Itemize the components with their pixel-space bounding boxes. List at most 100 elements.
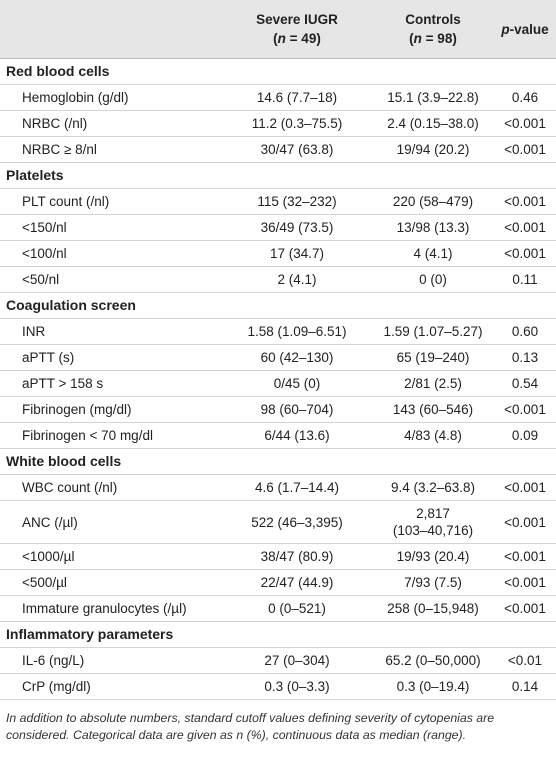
cell: 4/83 (4.8)	[372, 422, 494, 449]
row-label: ANC (/µl)	[0, 500, 222, 544]
cell: 0.46	[494, 84, 556, 111]
cell: <0.001	[494, 136, 556, 163]
cell: 7/93 (7.5)	[372, 569, 494, 596]
cell: 9.4 (3.2–63.8)	[372, 474, 494, 501]
data-row: ANC (/µl) 522 (46–3,395) 2,817 (103–40,716)…	[0, 500, 556, 544]
header-text: n	[413, 31, 422, 46]
section-title: White blood cells	[0, 448, 556, 475]
data-row: CrP (mg/dl) 0.3 (0–3.3) 0.3 (0–19.4) 0.14	[0, 673, 556, 700]
row-label: CrP (mg/dl)	[0, 673, 222, 700]
section-title: Inflammatory parameters	[0, 621, 556, 648]
header-text: -value	[509, 21, 549, 37]
row-label: Fibrinogen (mg/dl)	[0, 396, 222, 423]
data-row: NRBC ≥ 8/nl 30/47 (63.8) 19/94 (20.2) <0.00…	[0, 136, 556, 163]
header-text: = 98)	[421, 31, 457, 46]
cell: <0.001	[494, 110, 556, 137]
header-row: Severe IUGR (n = 49) Controls (n = 98) p-val…	[0, 0, 556, 59]
row-label: <500/µl	[0, 569, 222, 596]
header-text: (	[409, 31, 414, 46]
header-line: p-value	[501, 22, 548, 37]
row-label: aPTT (s)	[0, 344, 222, 371]
header-cell	[0, 0, 222, 59]
header-line: (n = 49)	[273, 31, 321, 46]
header-line: (n = 49)	[226, 29, 368, 48]
cell: 0.11	[494, 266, 556, 293]
cell: 258 (0–15,948)	[372, 595, 494, 622]
row-label: Hemoglobin (g/dl)	[0, 84, 222, 111]
cell: 220 (58–479)	[372, 188, 494, 215]
data-row: Fibrinogen (mg/dl) 98 (60–704) 143 (60–546…	[0, 396, 556, 423]
header-text: n	[277, 31, 286, 46]
row-label: PLT count (/nl)	[0, 188, 222, 215]
row-label: INR	[0, 318, 222, 345]
cell: <0.001	[494, 474, 556, 501]
data-row: aPTT (s) 60 (42–130) 65 (19–240) 0.13	[0, 344, 556, 371]
cell: 522 (46–3,395)	[222, 500, 372, 544]
data-row: <150/nl 36/49 (73.5) 13/98 (13.3) <0.001	[0, 214, 556, 241]
cell: 15.1 (3.9–22.8)	[372, 84, 494, 111]
row-label: <100/nl	[0, 240, 222, 267]
cell: 14.6 (7.7–18)	[222, 84, 372, 111]
row-label: <50/nl	[0, 266, 222, 293]
data-row: aPTT > 158 s 0/45 (0) 2/81 (2.5) 0.54	[0, 370, 556, 397]
data-row: <100/nl 17 (34.7) 4 (4.1) <0.001	[0, 240, 556, 267]
header-cell: Severe IUGR (n = 49)	[222, 0, 372, 59]
cell: 0.13	[494, 344, 556, 371]
data-row: PLT count (/nl) 115 (32–232) 220 (58–479) <…	[0, 188, 556, 215]
row-label: aPTT > 158 s	[0, 370, 222, 397]
section-title: Platelets	[0, 162, 556, 189]
data-row: NRBC (/nl) 11.2 (0.3–75.5) 2.4 (0.15–38.0)…	[0, 110, 556, 137]
cell: 0.60	[494, 318, 556, 345]
cell: 13/98 (13.3)	[372, 214, 494, 241]
data-row: <50/nl 2 (4.1) 0 (0) 0.11	[0, 266, 556, 293]
cell-line: 2,817	[416, 506, 450, 521]
cell: <0.001	[494, 543, 556, 570]
header-cell: Controls (n = 98)	[372, 0, 494, 59]
row-label: Fibrinogen < 70 mg/dl	[0, 422, 222, 449]
cell: 2/81 (2.5)	[372, 370, 494, 397]
cell: 0.3 (0–3.3)	[222, 673, 372, 700]
row-label: <1000/µl	[0, 543, 222, 570]
row-label: WBC count (/nl)	[0, 474, 222, 501]
cell: <0.001	[494, 188, 556, 215]
cell: 0 (0–521)	[222, 595, 372, 622]
row-label: NRBC ≥ 8/nl	[0, 136, 222, 163]
data-row: Immature granulocytes (/µl) 0 (0–521) 258 …	[0, 595, 556, 622]
section-row: Red blood cells	[0, 58, 556, 85]
cell: 4 (4.1)	[372, 240, 494, 267]
cell: 98 (60–704)	[222, 396, 372, 423]
table-body: Red blood cells Hemoglobin (g/dl) 14.6 (7.…	[0, 58, 556, 700]
section-title: Coagulation screen	[0, 292, 556, 319]
cell: 6/44 (13.6)	[222, 422, 372, 449]
data-row: INR 1.58 (1.09–6.51) 1.59 (1.07–5.27) 0.60	[0, 318, 556, 345]
cell: 30/47 (63.8)	[222, 136, 372, 163]
cell: 60 (42–130)	[222, 344, 372, 371]
data-row: <1000/µl 38/47 (80.9) 19/93 (20.4) <0.001	[0, 543, 556, 570]
section-row: Platelets	[0, 162, 556, 189]
row-label: Immature granulocytes (/µl)	[0, 595, 222, 622]
cell: 2.4 (0.15–38.0)	[372, 110, 494, 137]
cell: 22/47 (44.9)	[222, 569, 372, 596]
cell: 0.3 (0–19.4)	[372, 673, 494, 700]
cell: 0/45 (0)	[222, 370, 372, 397]
cell: 4.6 (1.7–14.4)	[222, 474, 372, 501]
row-label: <150/nl	[0, 214, 222, 241]
row-label: NRBC (/nl)	[0, 110, 222, 137]
data-row: Fibrinogen < 70 mg/dl 6/44 (13.6) 4/83 (4.…	[0, 422, 556, 449]
data-row: IL-6 (ng/L) 27 (0–304) 65.2 (0–50,000) <0.0…	[0, 647, 556, 674]
cell: <0.001	[494, 595, 556, 622]
cell: 1.59 (1.07–5.27)	[372, 318, 494, 345]
header-line: (n = 98)	[409, 31, 457, 46]
cell: 0.09	[494, 422, 556, 449]
cell: 38/47 (80.9)	[222, 543, 372, 570]
cell: <0.001	[494, 396, 556, 423]
section-title: Red blood cells	[0, 58, 556, 85]
data-table: Severe IUGR (n = 49) Controls (n = 98) p-val…	[0, 0, 556, 700]
cell-line: (103–40,716)	[392, 523, 474, 538]
cell: 115 (32–232)	[222, 188, 372, 215]
cell: <0.001	[494, 569, 556, 596]
cell: 65 (19–240)	[372, 344, 494, 371]
header-text: Controls	[405, 12, 461, 27]
header-cell: p-value	[494, 0, 556, 59]
cell: 2 (4.1)	[222, 266, 372, 293]
